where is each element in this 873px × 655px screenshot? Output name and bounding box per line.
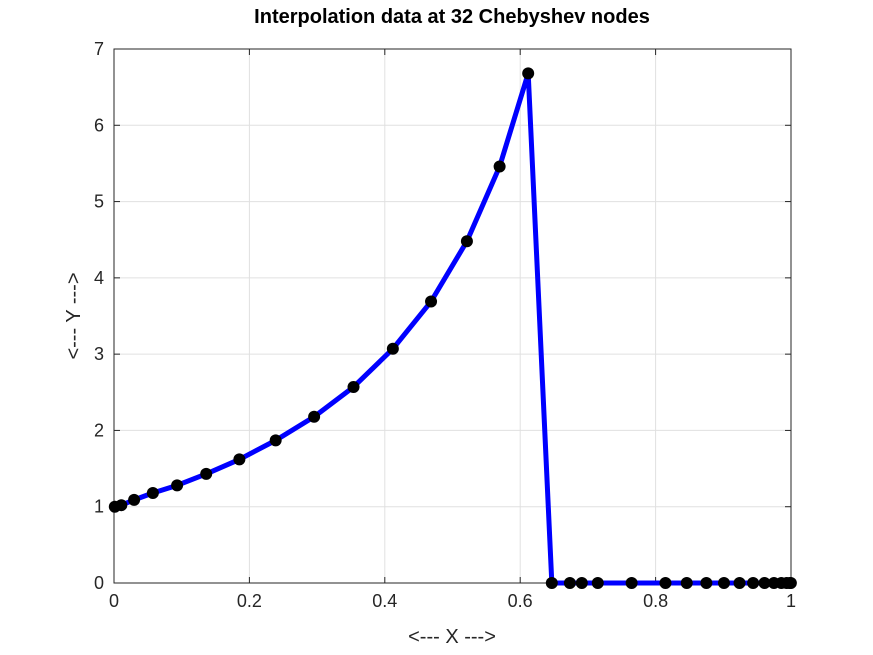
data-point-15 — [545, 577, 558, 589]
data-point-18 — [591, 577, 604, 589]
data-point-3 — [146, 486, 159, 499]
y-tick-label-4: 4 — [94, 268, 104, 288]
y-tick-label-2: 2 — [94, 420, 104, 440]
x-tick-label-0: 0 — [109, 591, 119, 611]
data-point-10 — [386, 342, 399, 355]
data-point-6 — [233, 453, 246, 466]
data-point-23 — [717, 577, 730, 589]
data-point-16 — [563, 577, 576, 589]
x-axis-label: <--- X ---> — [408, 626, 496, 648]
data-point-4 — [171, 479, 184, 492]
y-tick-label-5: 5 — [94, 192, 104, 212]
x-tick-label-3: 0.6 — [508, 591, 533, 611]
y-tick-label-0: 0 — [94, 573, 104, 593]
x-tick-label-2: 0.4 — [372, 591, 397, 611]
y-tick-label-1: 1 — [94, 497, 104, 517]
data-point-19 — [625, 577, 638, 589]
data-point-1 — [115, 499, 128, 512]
data-point-12 — [460, 235, 473, 248]
data-point-17 — [575, 577, 588, 589]
y-tick-label-7: 7 — [94, 39, 104, 59]
x-tick-label-4: 0.8 — [643, 591, 668, 611]
y-tick-label-6: 6 — [94, 115, 104, 135]
data-point-11 — [425, 295, 438, 308]
plot-frame — [113, 48, 792, 584]
x-tick-label-5: 1 — [786, 591, 796, 611]
data-point-24 — [733, 577, 746, 589]
x-tick-label-1: 0.2 — [237, 591, 262, 611]
data-point-21 — [680, 577, 693, 589]
data-point-13 — [493, 160, 506, 173]
y-tick-label-3: 3 — [94, 344, 104, 364]
data-point-26 — [758, 577, 771, 589]
chart-title: Interpolation data at 32 Chebyshev nodes — [254, 6, 650, 28]
axes — [113, 48, 792, 584]
data-point-14 — [522, 67, 535, 80]
data-point-8 — [308, 410, 321, 423]
data-point-25 — [747, 577, 760, 589]
data-point-9 — [347, 380, 360, 393]
data-point-5 — [200, 467, 213, 480]
data-point-20 — [659, 577, 672, 589]
data-point-2 — [128, 493, 141, 506]
data-point-22 — [700, 577, 713, 589]
series — [108, 67, 797, 589]
data-point-7 — [269, 434, 282, 447]
data-point-31 — [784, 577, 797, 589]
y-axis-label: <--- Y ---> — [63, 272, 85, 359]
plot-background — [114, 49, 791, 583]
ticks: 0 0.2 0.4 0.6 0.8 1 0 1 2 3 4 5 6 7 — [94, 39, 796, 611]
